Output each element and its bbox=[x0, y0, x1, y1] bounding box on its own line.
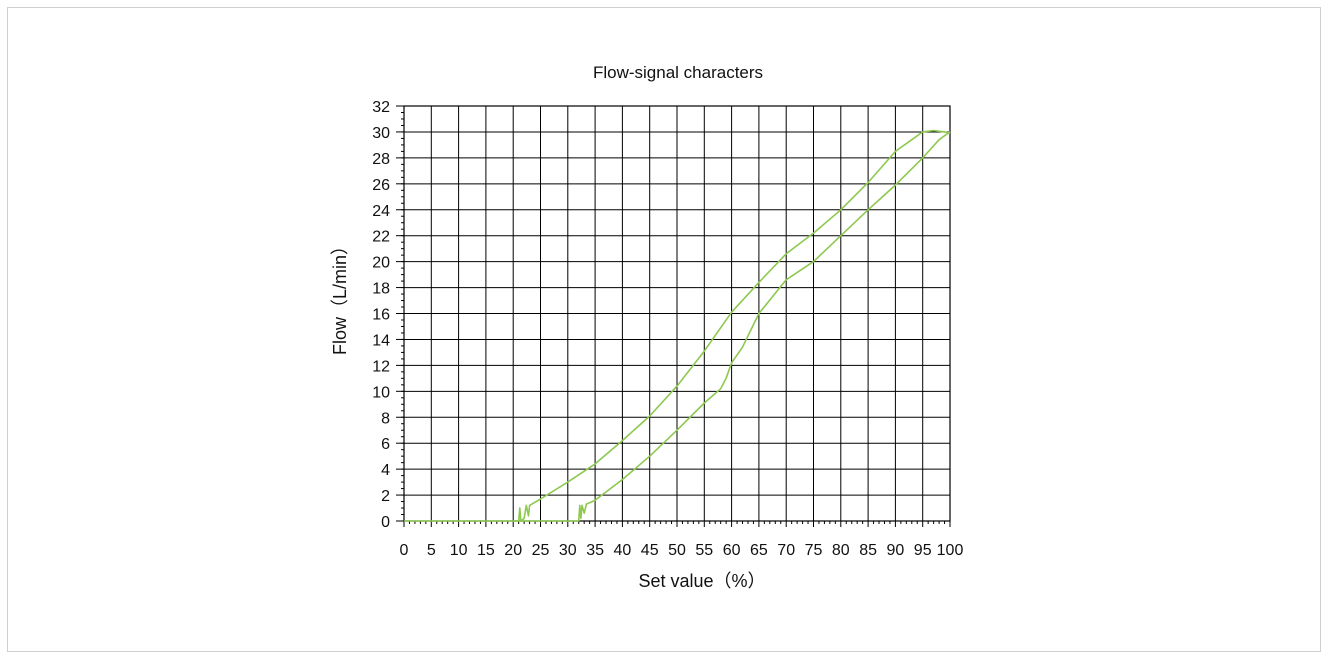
y-tick-label: 16 bbox=[372, 307, 390, 324]
x-tick-label: 25 bbox=[532, 542, 550, 559]
y-axis-label: Flow（L/min） bbox=[330, 237, 350, 355]
y-tick-label: 0 bbox=[381, 514, 390, 531]
x-tick-label: 90 bbox=[887, 542, 905, 559]
y-tick-label: 30 bbox=[372, 125, 390, 142]
x-tick-label: 35 bbox=[586, 542, 604, 559]
x-tick-label: 0 bbox=[400, 542, 409, 559]
x-tick-label: 60 bbox=[723, 542, 741, 559]
y-tick-label: 12 bbox=[372, 358, 390, 375]
grid bbox=[396, 105, 951, 527]
x-tick-label: 30 bbox=[559, 542, 577, 559]
chart-title: Flow-signal characters bbox=[593, 63, 763, 82]
chart-frame bbox=[7, 7, 1321, 652]
plot-border bbox=[403, 105, 951, 522]
y-tick-label: 14 bbox=[372, 332, 390, 349]
x-tick-label: 5 bbox=[427, 542, 436, 559]
y-tick-label: 10 bbox=[372, 384, 390, 401]
y-tick-label: 6 bbox=[381, 436, 390, 453]
x-tick-label: 80 bbox=[832, 542, 850, 559]
y-tick-label: 26 bbox=[372, 177, 390, 194]
y-tick-label: 4 bbox=[381, 462, 390, 479]
x-axis-label: Set value（%） bbox=[638, 571, 765, 591]
series-lines bbox=[404, 129, 951, 522]
x-tick-label: 70 bbox=[777, 542, 795, 559]
y-tick-label: 24 bbox=[372, 203, 390, 220]
y-tick-label: 8 bbox=[381, 410, 390, 427]
x-tick-label: 20 bbox=[504, 542, 522, 559]
y-tick-label: 18 bbox=[372, 281, 390, 298]
x-tick-label: 95 bbox=[914, 542, 932, 559]
x-tick-label: 100 bbox=[937, 542, 964, 559]
x-tick-label: 40 bbox=[614, 542, 632, 559]
series-line-2 bbox=[513, 131, 951, 522]
x-tick-label: 50 bbox=[668, 542, 686, 559]
y-tick-label: 32 bbox=[372, 99, 390, 116]
x-tick-label: 45 bbox=[641, 542, 659, 559]
y-tick-label: 20 bbox=[372, 255, 390, 272]
x-tick-label: 65 bbox=[750, 542, 768, 559]
y-tick-label: 2 bbox=[381, 488, 390, 505]
x-tick-label: 75 bbox=[805, 542, 823, 559]
x-tick-label: 10 bbox=[450, 542, 468, 559]
y-tick-label: 22 bbox=[372, 229, 390, 246]
x-tick-label: 15 bbox=[477, 542, 495, 559]
x-axis-ticks: 0 5 10 15 20 25 30 35 40 45 50 55 60 65 70 75 80 85 90 95 10… bbox=[400, 542, 964, 559]
x-tick-label: 55 bbox=[695, 542, 713, 559]
y-tick-label: 28 bbox=[372, 151, 390, 168]
x-tick-label: 85 bbox=[859, 542, 877, 559]
